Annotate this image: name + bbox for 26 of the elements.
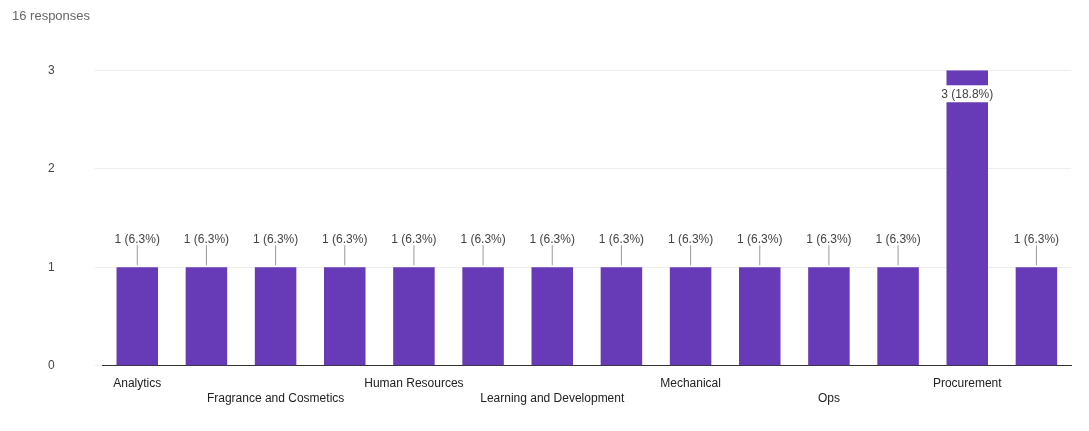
x-tick-label: Mechanical — [660, 376, 721, 391]
y-tick-label: 3 — [47, 62, 55, 77]
data-label: 1 (6.3%) — [114, 231, 160, 246]
y-tick-label: 0 — [47, 358, 55, 373]
data-label: 1 (6.3%) — [252, 231, 299, 246]
chart-subtitle: 16 responses — [12, 8, 92, 23]
x-tick-label: Procurement — [932, 376, 1003, 391]
data-label: 3 (18.8%) — [941, 86, 994, 101]
y-tick-label: 1 — [47, 259, 55, 274]
data-label: 1 (6.3%) — [460, 231, 506, 246]
x-tick-label: Human Resources — [364, 376, 464, 391]
data-label: 1 (6.3%) — [667, 231, 714, 246]
data-label: 1 (6.3%) — [183, 231, 230, 246]
x-tick-label: Ops — [817, 390, 840, 405]
x-tick-label: Fragrance and Cosmetics — [206, 390, 345, 405]
data-label: 1 (6.3%) — [391, 231, 437, 246]
data-label: 1 (6.3%) — [322, 231, 368, 246]
data-label: 1 (6.3%) — [529, 231, 575, 246]
x-tick-label: Analytics — [113, 376, 162, 391]
data-label: 1 (6.3%) — [806, 231, 852, 246]
y-tick-label: 2 — [47, 161, 55, 176]
data-label: 1 (6.3%) — [875, 231, 921, 246]
x-tick-label: Learning and Development — [480, 390, 625, 405]
data-label: 1 (6.3%) — [598, 231, 645, 246]
data-label: 1 (6.3%) — [1013, 231, 1060, 246]
data-label: 1 (6.3%) — [737, 231, 783, 246]
